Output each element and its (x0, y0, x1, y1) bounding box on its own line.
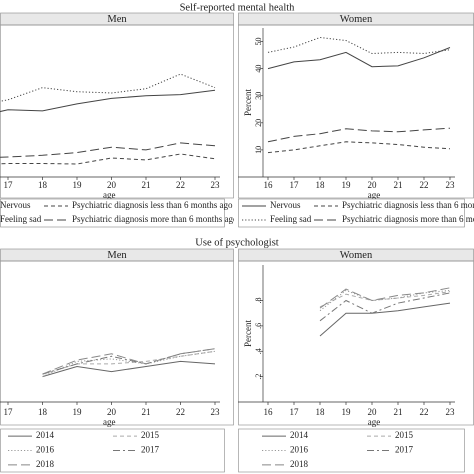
legend-label: Psychiatric diagnosis more than 6 months… (72, 214, 238, 224)
series-line (0, 142, 216, 158)
y-tick-label: 20 (254, 119, 263, 127)
panel-title: Men (107, 14, 127, 25)
legend-box (0, 198, 225, 228)
legend-box (238, 198, 465, 228)
panel: Men 17 18 19 20 21 22 23 age 2014 2015 2016 2017 2018 (0, 248, 234, 473)
legend-label: 2016 (290, 445, 309, 455)
panel: Women 16 17 18 19 20 21 22 23 age .2 .4 .6 .8 Percent 2… (238, 248, 474, 473)
y-tick-label: .4 (254, 348, 263, 354)
legend-label: Psychiatric diagnosis less than 6 months… (72, 200, 233, 210)
x-axis-label: age (368, 190, 381, 200)
panel: Women 16 17 18 19 20 21 22 23 age 10 20 30 40 50 Percen… (238, 12, 474, 228)
y-tick-label: .8 (254, 298, 263, 304)
legend-label: Feeling sad (0, 214, 42, 224)
panel-title: Women (340, 14, 373, 25)
series-line (319, 291, 451, 308)
x-tick-label: 22 (176, 407, 185, 417)
x-tick-label: 22 (420, 180, 429, 190)
panel-frame (238, 24, 474, 199)
legend-label: 2018 (36, 459, 55, 469)
x-tick-label: 23 (446, 180, 456, 190)
x-axis-label: age (368, 417, 381, 427)
x-tick-label: 18 (316, 407, 326, 417)
x-tick-label: 19 (342, 180, 352, 190)
x-tick-label: 16 (264, 407, 274, 417)
series-line (319, 289, 451, 312)
x-tick-label: 20 (368, 407, 378, 417)
y-tick-label: 50 (254, 38, 263, 46)
legend-label: 2015 (395, 430, 414, 440)
legend-box (0, 428, 225, 473)
x-axis-label: age (103, 417, 116, 427)
x-tick-label: 21 (142, 407, 151, 417)
series-line (0, 73, 216, 102)
legend-label: Psychiatric diagnosis more than 6 months… (342, 214, 474, 224)
panel-title: Men (107, 250, 127, 261)
panel-frame (0, 260, 234, 426)
y-tick-label: 10 (254, 146, 263, 154)
series-line (267, 36, 451, 55)
x-tick-label: 18 (38, 180, 48, 190)
legend-label: 2014 (290, 430, 309, 440)
series-line (319, 287, 451, 309)
series-line (267, 127, 451, 143)
x-tick-label: 17 (4, 407, 14, 417)
x-tick-label: 20 (107, 180, 117, 190)
x-tick-label: 22 (176, 180, 185, 190)
legend-label: 2017 (395, 445, 414, 455)
legend-label: 2014 (36, 430, 55, 440)
legend-label: 2015 (141, 430, 160, 440)
x-tick-label: 18 (38, 407, 48, 417)
x-tick-label: 22 (420, 407, 429, 417)
y-axis-label: Percent (243, 320, 253, 347)
x-tick-label: 19 (73, 407, 83, 417)
x-tick-label: 18 (316, 180, 326, 190)
series-line (319, 302, 451, 337)
y-tick-label: .6 (254, 323, 263, 329)
x-tick-label: 21 (394, 407, 403, 417)
y-axis-label: Percent (243, 89, 253, 116)
x-tick-label: 17 (290, 407, 300, 417)
panel-frame (0, 24, 234, 199)
panel-title: Women (340, 250, 373, 261)
x-tick-label: 17 (290, 180, 300, 190)
x-tick-label: 19 (342, 407, 352, 417)
legend-label: Psychiatric diagnosis less than 6 months… (342, 200, 474, 210)
x-tick-label: 21 (142, 180, 151, 190)
legend-label: 2017 (141, 445, 160, 455)
x-axis-label: age (103, 190, 116, 200)
series-line (42, 350, 216, 375)
series-line (267, 141, 451, 154)
panel: Men 17 18 19 20 21 22 23 age Nervous Psychiatric d… (0, 12, 238, 228)
x-tick-label: 23 (211, 180, 221, 190)
series-line (42, 360, 216, 378)
y-tick-label: 40 (254, 65, 263, 73)
series-line (0, 89, 216, 113)
x-tick-label: 20 (107, 407, 117, 417)
x-tick-label: 21 (394, 180, 403, 190)
x-tick-label: 17 (4, 180, 14, 190)
series-line (42, 350, 216, 378)
legend-label: 2016 (36, 445, 55, 455)
series-line (267, 47, 451, 70)
y-tick-label: .2 (254, 374, 263, 380)
legend-label: Feeling sad (270, 214, 312, 224)
panel-frame (238, 260, 474, 426)
x-tick-label: 20 (368, 180, 378, 190)
legend-label: Nervous (0, 200, 31, 210)
series-line (319, 292, 451, 322)
x-tick-label: 19 (73, 180, 83, 190)
section-title: Self-reported mental health (180, 2, 296, 13)
section-title: Use of psychologist (195, 237, 278, 248)
legend-label: Nervous (270, 200, 301, 210)
legend-label: 2018 (290, 459, 309, 469)
x-tick-label: 23 (446, 407, 456, 417)
series-line (0, 153, 216, 165)
series-line (42, 348, 216, 375)
y-tick-label: 30 (254, 92, 263, 100)
x-tick-label: 23 (211, 407, 221, 417)
x-tick-label: 16 (264, 180, 274, 190)
